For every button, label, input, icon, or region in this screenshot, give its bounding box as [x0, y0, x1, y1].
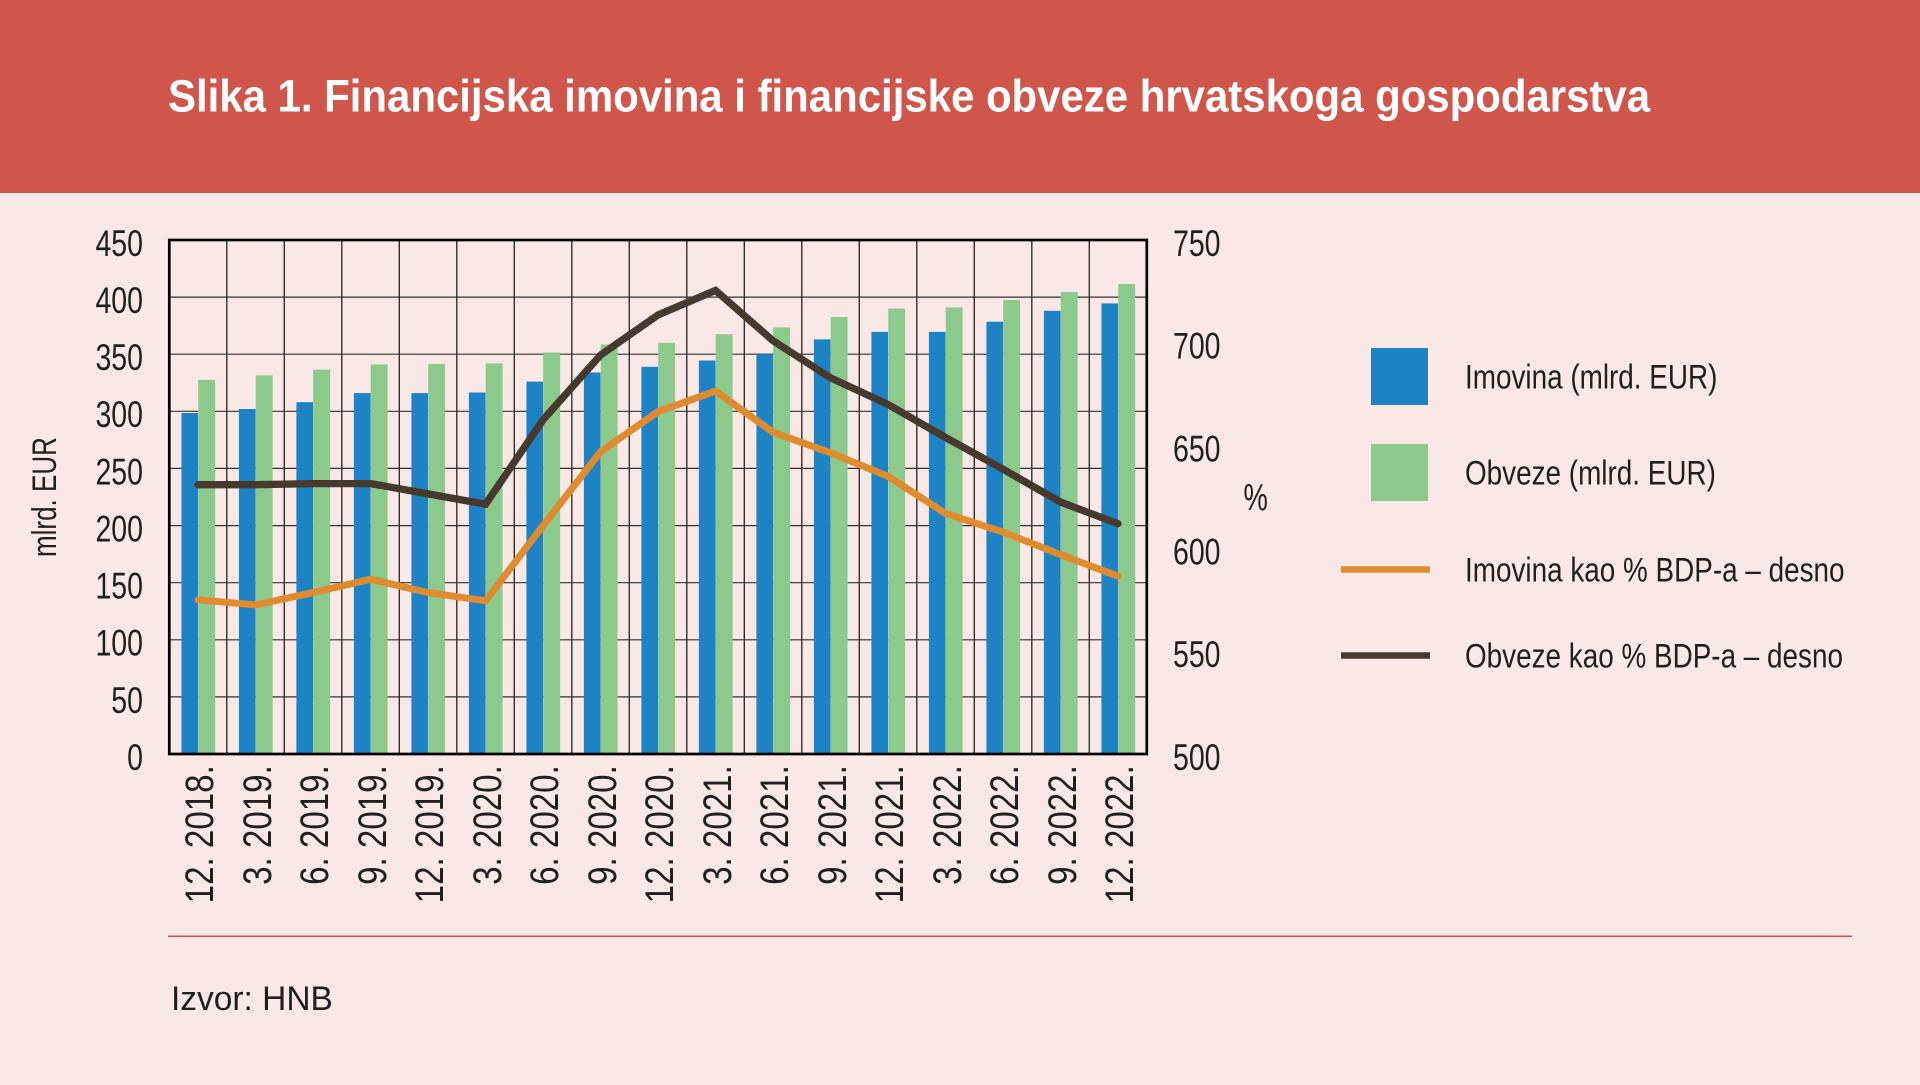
svg-text:Imovina (mlrd. EUR): Imovina (mlrd. EUR): [1465, 358, 1717, 396]
svg-text:6. 2019.: 6. 2019.: [292, 765, 337, 885]
svg-text:12. 2020.: 12. 2020.: [637, 765, 682, 903]
svg-text:Obveze kao % BDP-a – desno: Obveze kao % BDP-a – desno: [1465, 637, 1843, 675]
svg-text:650: 650: [1173, 428, 1221, 469]
svg-text:700: 700: [1173, 325, 1221, 366]
svg-text:550: 550: [1173, 633, 1221, 674]
svg-text:Imovina kao % BDP-a – desno: Imovina kao % BDP-a – desno: [1465, 551, 1845, 589]
svg-text:50: 50: [111, 679, 143, 720]
svg-text:Obveze (mlrd. EUR): Obveze (mlrd. EUR): [1465, 454, 1716, 492]
svg-text:3. 2021.: 3. 2021.: [695, 765, 740, 885]
svg-text:6. 2022.: 6. 2022.: [982, 765, 1027, 885]
svg-text:600: 600: [1173, 531, 1221, 572]
svg-text:6. 2021.: 6. 2021.: [752, 765, 797, 885]
svg-text:200: 200: [95, 508, 143, 549]
svg-text:Izvor: HNB: Izvor: HNB: [171, 980, 333, 1018]
svg-text:3. 2019.: 3. 2019.: [235, 765, 280, 885]
svg-text:%: %: [1244, 477, 1268, 519]
svg-text:12. 2022.: 12. 2022.: [1097, 765, 1142, 903]
svg-text:12. 2019.: 12. 2019.: [407, 765, 452, 903]
svg-text:0: 0: [127, 736, 143, 777]
svg-text:3. 2022.: 3. 2022.: [925, 765, 970, 885]
svg-text:9. 2019.: 9. 2019.: [350, 765, 395, 885]
svg-text:150: 150: [95, 565, 143, 606]
svg-text:12. 2021.: 12. 2021.: [867, 765, 912, 903]
svg-text:450: 450: [95, 222, 143, 263]
svg-text:300: 300: [95, 394, 143, 435]
svg-text:350: 350: [95, 336, 143, 377]
svg-text:500: 500: [1173, 736, 1221, 777]
svg-text:9. 2021.: 9. 2021.: [810, 765, 855, 885]
svg-text:6. 2020.: 6. 2020.: [522, 765, 567, 885]
svg-text:400: 400: [95, 279, 143, 320]
svg-text:100: 100: [95, 622, 143, 663]
svg-text:3. 2020.: 3. 2020.: [465, 765, 510, 885]
svg-text:9. 2020.: 9. 2020.: [580, 765, 625, 885]
svg-text:750: 750: [1173, 222, 1221, 263]
svg-text:250: 250: [95, 451, 143, 492]
svg-text:9. 2022.: 9. 2022.: [1040, 765, 1085, 885]
svg-text:Slika 1. Financijska imovina i: Slika 1. Financijska imovina i financijs…: [168, 72, 1651, 122]
svg-text:mlrd. EUR: mlrd. EUR: [27, 437, 64, 557]
svg-text:12. 2018.: 12. 2018.: [177, 765, 222, 903]
